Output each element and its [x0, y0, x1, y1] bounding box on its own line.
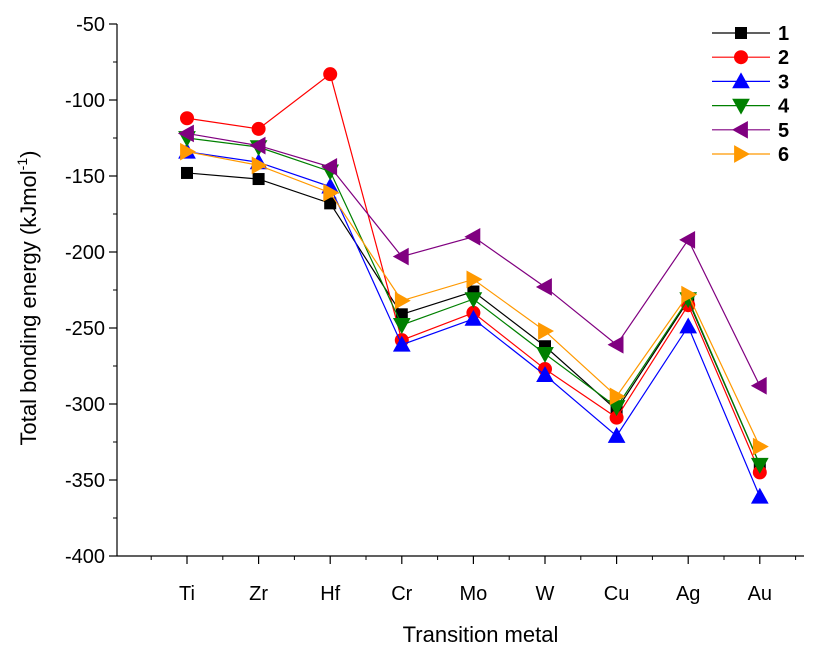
y-axis-title-superscript: -1 — [14, 158, 30, 171]
legend: 123 456 — [712, 23, 790, 166]
series-4-point — [464, 292, 483, 309]
series-1-point — [324, 197, 337, 210]
legend-marker — [732, 72, 750, 89]
x-tick-label-cr: Cr — [391, 583, 412, 605]
series-2 — [180, 67, 767, 480]
series-5-point — [321, 158, 338, 176]
x-tick-label-hf: Hf — [320, 583, 340, 605]
series-3-point — [392, 335, 411, 352]
series-5-point — [249, 136, 266, 155]
series-3-point — [607, 426, 626, 443]
x-tick-label-mo: Mo — [460, 583, 488, 605]
x-axis-title: Transition metal — [403, 622, 559, 647]
y-tick-label: -400 — [65, 546, 105, 568]
series-3 — [178, 142, 769, 504]
series-5-point — [535, 278, 552, 296]
legend-label: 5 — [778, 120, 789, 142]
series-6-point — [466, 270, 483, 289]
series-3-point — [750, 487, 769, 504]
series-2-point — [251, 121, 266, 136]
y-tick-label: -300 — [65, 394, 105, 416]
series-6-point — [752, 437, 769, 456]
series-2-point — [323, 67, 338, 82]
legend-item-3: 3 — [712, 71, 789, 93]
legend-label: 1 — [778, 23, 789, 45]
series-4 — [178, 131, 769, 474]
legend-marker — [734, 50, 748, 65]
series-1-point — [181, 166, 193, 179]
x-tick-label-ag: Ag — [676, 583, 700, 605]
series-layer — [177, 67, 769, 504]
x-axis-ticks: Ti Zr Hf Cr Mo W Cu Ag Au — [150, 556, 797, 605]
y-tick-label: -200 — [65, 242, 105, 264]
legend-item-4: 4 — [712, 96, 790, 118]
series-5-point — [392, 247, 409, 266]
series-3-point — [464, 309, 483, 326]
y-axis-title: Total bonding energy (kJmol-1) — [14, 151, 41, 446]
legend-label: 4 — [778, 96, 790, 118]
series-6-point — [538, 322, 555, 340]
y-axis-title-main: Total bonding energy (kJmol — [16, 170, 41, 445]
x-tick-label-zr: Zr — [249, 583, 268, 605]
series-4-point — [392, 318, 411, 334]
series-5-point — [607, 335, 624, 354]
legend-marker — [735, 27, 747, 39]
series-6-point — [323, 183, 340, 202]
series-5-point — [177, 124, 194, 143]
legend-marker — [731, 120, 748, 139]
legend-item-6: 6 — [712, 144, 789, 166]
axes — [116, 24, 804, 557]
series-6-point — [251, 156, 268, 175]
series-5 — [177, 124, 767, 395]
legend-marker — [734, 145, 751, 163]
series-5-point — [464, 227, 481, 246]
series-6-point — [180, 142, 197, 161]
legend-item-2: 2 — [712, 47, 789, 69]
x-tick-label-cu: Cu — [604, 583, 630, 605]
series-6 — [180, 142, 769, 456]
legend-label: 6 — [778, 144, 789, 166]
legend-item-1: 1 — [712, 23, 789, 45]
x-tick-label-w: W — [536, 583, 555, 605]
y-tick-label: -150 — [65, 166, 105, 188]
y-tick-label: -250 — [65, 318, 105, 340]
y-tick-label: -100 — [65, 90, 105, 112]
x-tick-label-ti: Ti — [179, 583, 195, 605]
y-axis-ticks: -400 -350 -300 -250 -200 -150 -100 -50 — [65, 14, 117, 568]
series-6-point — [609, 387, 626, 406]
series-5-point — [679, 230, 696, 249]
y-tick-label: -50 — [76, 14, 105, 36]
series-2-point — [180, 111, 194, 126]
series-6-point — [681, 285, 698, 304]
series-3-point — [536, 366, 554, 383]
legend-item-5: 5 — [712, 120, 789, 142]
series-5-point — [750, 376, 767, 395]
y-axis-title-suffix: ) — [16, 151, 41, 158]
series-4-point — [536, 346, 554, 363]
legend-marker — [732, 98, 750, 115]
series-4-point — [750, 457, 769, 474]
x-tick-label-au: Au — [748, 583, 772, 605]
series-3-point — [679, 317, 698, 334]
series-1-point — [252, 173, 265, 186]
series-6-point — [394, 291, 411, 310]
legend-label: 3 — [778, 71, 789, 93]
y-tick-label: -350 — [65, 470, 105, 492]
legend-label: 2 — [778, 47, 789, 69]
series-2-line — [186, 73, 761, 473]
